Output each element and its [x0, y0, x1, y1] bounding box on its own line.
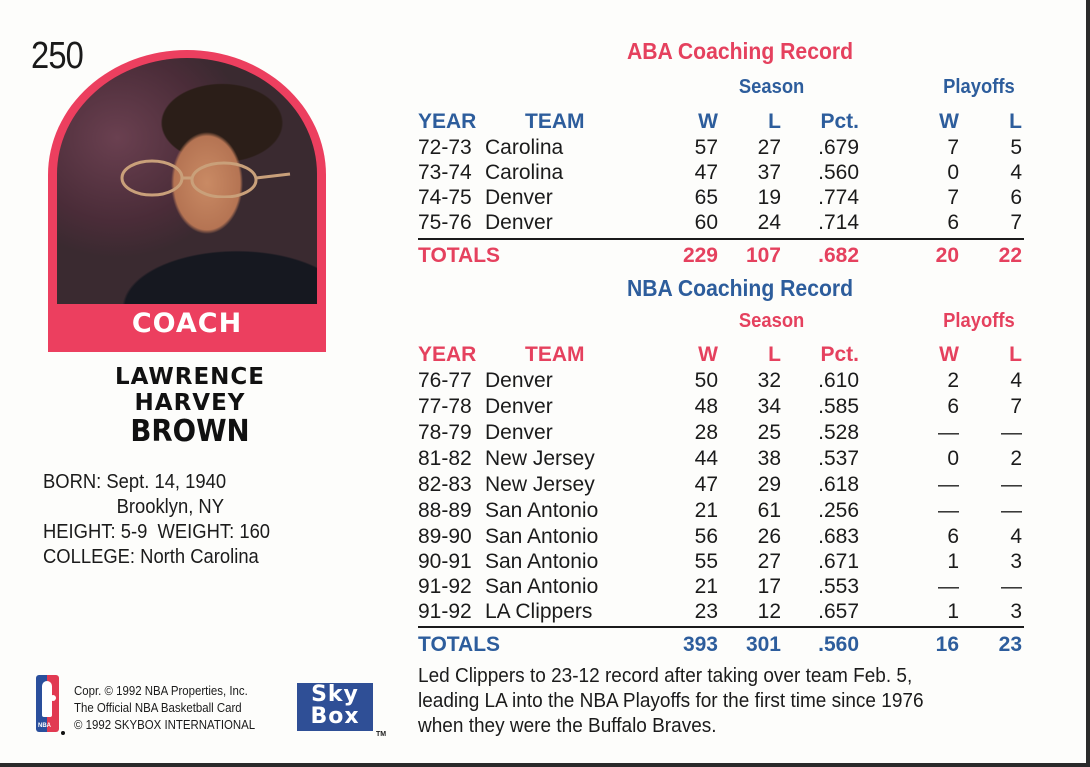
table-row: 75-76 Denver 60 24.714 6 7: [418, 211, 1022, 234]
college-line: COLLEGE: North Carolina: [43, 546, 259, 568]
bio-block: BORN: Sept. 14, 1940 Brooklyn, NY HEIGHT…: [43, 470, 270, 570]
middle-name: HARVEY: [134, 390, 246, 416]
copyright-block: Copr. © 1992 NBA Properties, Inc. The Of…: [74, 682, 255, 733]
skybox-logo: Sky Box: [297, 683, 373, 731]
card-edge-right: [1086, 0, 1090, 767]
aba-playoffs-label: Playoffs: [943, 76, 1015, 98]
table-row: 76-77 Denver 50 32.610 2 4: [418, 369, 1022, 392]
table-row: 74-75 Denver 65 19.774 7 6: [418, 186, 1022, 209]
birthplace: Brooklyn, NY: [116, 496, 224, 518]
card-edge-bottom: [0, 763, 1090, 767]
table-row: 81-82 New Jersey 44 38.537 0 2: [418, 447, 1022, 470]
blurb-line: when they were the Buffalo Braves.: [418, 715, 717, 737]
last-name: BROWN: [130, 414, 250, 449]
copyright-line: © 1992 SKYBOX INTERNATIONAL: [74, 717, 256, 732]
table-row: 78-79 Denver 28 25.528— —: [418, 421, 1022, 444]
nba-season-label: Season: [738, 310, 805, 332]
table-row: 91-92 San Antonio 21 17.553— —: [418, 575, 1022, 598]
coach-photo: [57, 58, 317, 304]
blurb-line: Led Clippers to 23-12 record after takin…: [418, 665, 913, 687]
nba-totals-rule: [418, 626, 1024, 628]
aba-season-label: Season: [738, 76, 805, 98]
aba-title: ABA Coaching Record: [626, 38, 854, 64]
nba-totals-row: TOTALS 393 301.560 16 23: [418, 633, 1022, 656]
table-row: 90-91 San Antonio 55 27.671 1 3: [418, 550, 1022, 573]
nba-title: NBA Coaching Record: [626, 275, 854, 301]
height-weight-line: HEIGHT: 5-9 WEIGHT: 160: [43, 521, 271, 543]
copyright-line: The Official NBA Basketball Card: [74, 700, 242, 715]
aba-totals-rule: [418, 238, 1024, 240]
glasses-icon: [120, 159, 291, 198]
card-number: 250: [31, 35, 84, 77]
career-blurb: Led Clippers to 23-12 record after takin…: [418, 664, 1026, 739]
table-row: 77-78 Denver 48 34.585 6 7: [418, 395, 1022, 418]
position-label: COACH: [131, 308, 243, 339]
nba-logo-icon: NBA: [36, 675, 59, 732]
aba-totals-row: TOTALS 229 107.682 20 22: [418, 244, 1022, 267]
trademark: TM: [376, 731, 387, 738]
table-row: 91-92 LA Clippers 23 12.657 1 3: [418, 600, 1022, 623]
blurb-line: leading LA into the NBA Playoffs for the…: [418, 690, 924, 712]
table-row: 89-90 San Antonio 56 26.683 6 4: [418, 525, 1022, 548]
first-name: LAWRENCE: [114, 364, 266, 390]
table-row: 73-74 Carolina 47 37.560 0 4: [418, 161, 1022, 184]
photo-frame: COACH: [48, 50, 326, 352]
registered-dot: [61, 731, 65, 735]
born-line: BORN: Sept. 14, 1940: [43, 471, 227, 493]
nba-playoffs-label: Playoffs: [943, 310, 1015, 332]
copyright-line: Copr. © 1992 NBA Properties, Inc.: [74, 683, 248, 698]
table-row: 88-89 San Antonio 21 61.256— —: [418, 499, 1022, 522]
table-row: 72-73 Carolina 57 27.679 7 5: [418, 136, 1022, 159]
table-row: 82-83 New Jersey 47 29.618— —: [418, 473, 1022, 496]
